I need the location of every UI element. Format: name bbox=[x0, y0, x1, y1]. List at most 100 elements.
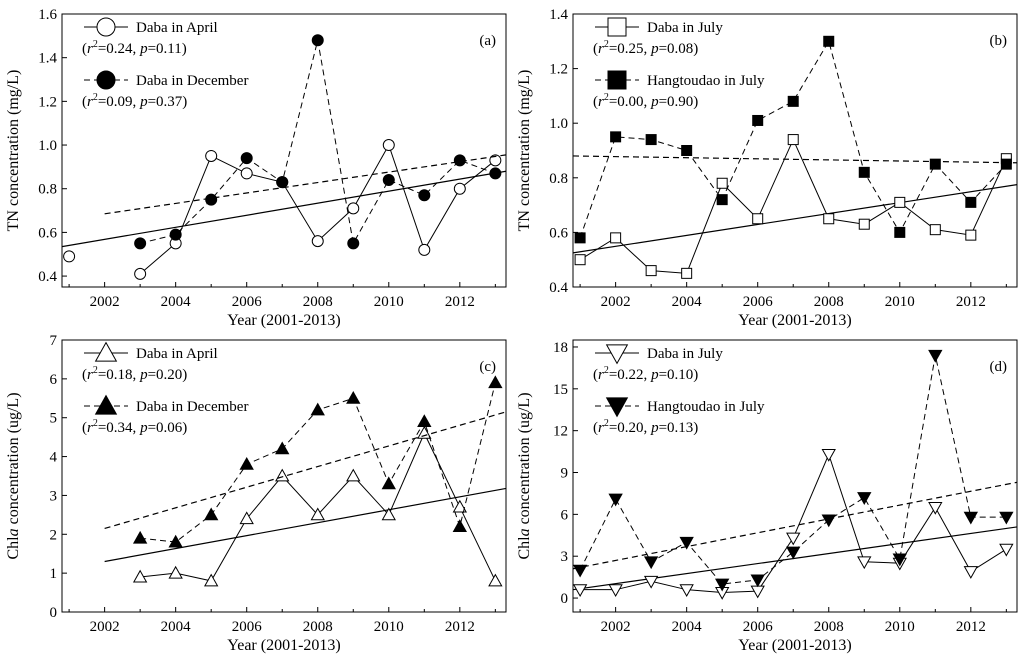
y-tick-label: 2 bbox=[50, 527, 58, 543]
ylabel-part: Chl bbox=[5, 536, 22, 560]
y-tick-label: 1 bbox=[50, 566, 58, 582]
ylabel-part: a bbox=[516, 528, 533, 536]
legend-label: Hangtoudao in July bbox=[647, 399, 765, 415]
data-point bbox=[965, 229, 977, 241]
stats-part: r bbox=[87, 94, 93, 110]
data-point bbox=[205, 149, 218, 162]
plot-frame bbox=[61, 13, 507, 288]
y-tick-label: 0.8 bbox=[549, 171, 568, 187]
stats-part: r bbox=[598, 420, 604, 436]
x-tick-label: 2012 bbox=[956, 619, 986, 635]
series-0 bbox=[61, 139, 507, 280]
stats-part: 2 bbox=[93, 365, 98, 376]
legend-marker bbox=[94, 341, 118, 362]
y-tick-label: 1.2 bbox=[38, 94, 57, 110]
legend-marker bbox=[96, 70, 116, 90]
data-point bbox=[168, 534, 183, 548]
data-point bbox=[857, 492, 872, 505]
data-point bbox=[821, 448, 836, 462]
x-tick-label: 2008 bbox=[303, 294, 333, 310]
legend-label: Daba in July bbox=[647, 346, 723, 362]
trend-line bbox=[61, 170, 507, 248]
data-point bbox=[572, 584, 588, 598]
stats-part: ( bbox=[593, 420, 598, 436]
data-point bbox=[928, 501, 943, 515]
x-tick-label: 2010 bbox=[885, 619, 915, 635]
stats-part: ( bbox=[82, 367, 87, 383]
x-tick-label: 2002 bbox=[90, 294, 120, 310]
stats-part: p bbox=[139, 420, 148, 436]
plot-frame bbox=[572, 339, 1018, 613]
data-point bbox=[310, 402, 325, 416]
y-tick-label: 9 bbox=[561, 466, 569, 482]
data-point bbox=[928, 349, 943, 363]
legend-entry-1: Hangtoudao in July (r2=0.00, p=0.90) bbox=[593, 70, 765, 110]
data-point bbox=[786, 532, 801, 546]
stats-part: p bbox=[139, 94, 148, 110]
data-point bbox=[134, 237, 147, 250]
data-point bbox=[858, 218, 870, 230]
panel-label: (c) bbox=[479, 359, 496, 375]
data-point bbox=[488, 375, 503, 389]
data-point bbox=[965, 196, 977, 208]
data-point bbox=[205, 193, 218, 206]
stats-part: p bbox=[650, 94, 659, 110]
stats-part: r bbox=[598, 367, 604, 383]
data-point bbox=[239, 511, 254, 525]
stats-part: =0.90) bbox=[659, 94, 699, 110]
stats-part: p bbox=[139, 41, 148, 57]
data-point bbox=[417, 414, 432, 428]
data-point bbox=[716, 177, 728, 189]
y-tick-label: 0 bbox=[50, 605, 58, 621]
x-tick-label: 2010 bbox=[374, 294, 404, 310]
x-tick-label: 2002 bbox=[601, 294, 631, 310]
data-point bbox=[787, 95, 799, 107]
legend-entry-0: Daba in July (r2=0.25, p=0.08) bbox=[593, 17, 723, 57]
plot-frame bbox=[572, 13, 1018, 288]
stats-part: =0.10) bbox=[659, 367, 699, 383]
data-point bbox=[204, 573, 219, 587]
stats-part: 2 bbox=[93, 39, 98, 50]
series-0 bbox=[572, 134, 1018, 279]
x-tick-label: 2010 bbox=[374, 619, 404, 635]
data-point bbox=[999, 543, 1014, 557]
x-tick-label: 2012 bbox=[445, 294, 475, 310]
data-point bbox=[999, 511, 1014, 525]
data-point bbox=[276, 176, 289, 189]
data-point bbox=[823, 213, 835, 225]
stats-part: ( bbox=[82, 94, 87, 110]
trend-line bbox=[104, 487, 507, 563]
stats-part: =0.06) bbox=[148, 420, 188, 436]
data-point bbox=[750, 585, 765, 599]
stats-part: =0.34, bbox=[98, 420, 140, 436]
ylabel-part: concentration (ug/L) bbox=[516, 392, 533, 528]
y-tick-label: 3 bbox=[50, 488, 58, 504]
y-tick-label: 0.6 bbox=[549, 225, 568, 241]
legend-entry-1: Hangtoudao in July (r2=0.20, p=0.13) bbox=[593, 397, 765, 436]
plot-frame bbox=[61, 339, 507, 613]
data-point bbox=[752, 213, 764, 225]
stats-part: =0.20, bbox=[609, 420, 651, 436]
y-tick-label: 1.4 bbox=[38, 51, 57, 67]
legend-marker bbox=[605, 344, 629, 365]
data-point bbox=[346, 468, 361, 482]
data-point bbox=[892, 553, 907, 567]
stats-part: r bbox=[87, 420, 93, 436]
panel-label: (b) bbox=[990, 33, 1008, 49]
legend-stats: (r2=0.34, p=0.06) bbox=[82, 418, 187, 436]
legend-label: Hangtoudao in July bbox=[647, 73, 765, 89]
x-tick-label: 2004 bbox=[672, 294, 703, 310]
x-tick-label: 2008 bbox=[814, 619, 844, 635]
x-tick-label: 2008 bbox=[303, 619, 333, 635]
data-point bbox=[574, 232, 586, 244]
legend-label: Daba in April bbox=[136, 346, 218, 362]
data-point bbox=[574, 254, 586, 266]
x-axis-title: Year (2001-2013) bbox=[227, 637, 340, 654]
data-point bbox=[857, 556, 872, 570]
y-tick-label: 5 bbox=[50, 411, 58, 427]
data-point bbox=[858, 166, 870, 178]
stats-part: =0.11) bbox=[148, 41, 187, 57]
legend-label: Daba in December bbox=[136, 73, 248, 89]
stats-part: =0.25, bbox=[609, 41, 651, 57]
